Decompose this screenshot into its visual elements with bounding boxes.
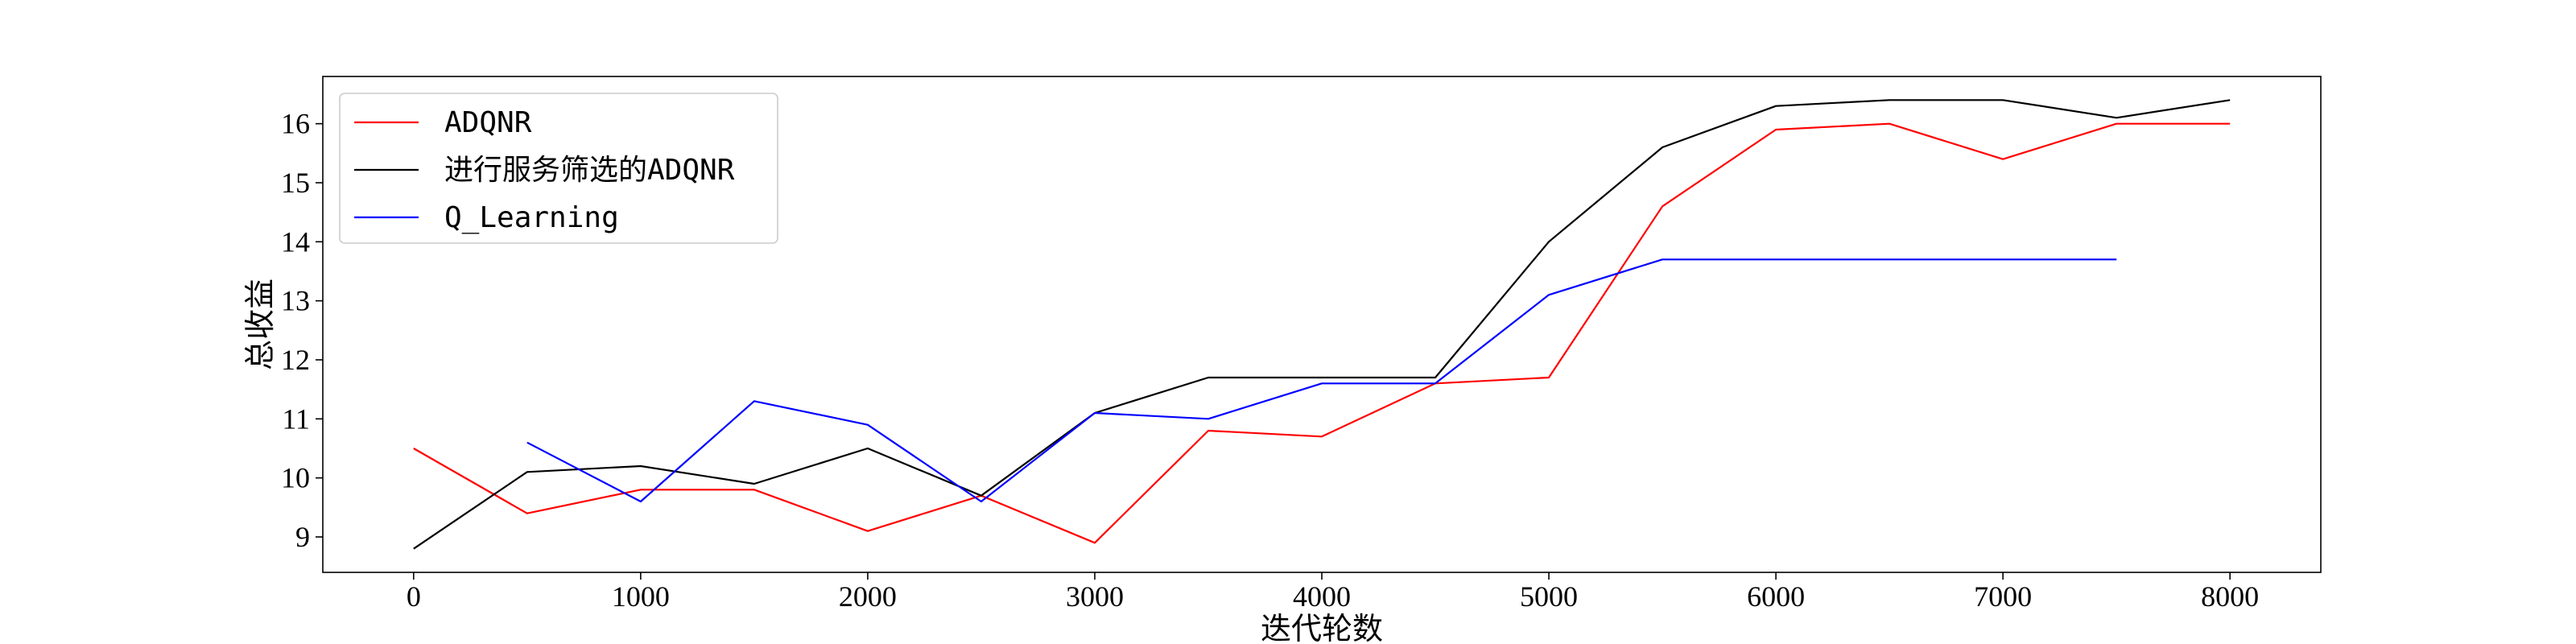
series-layer — [413, 99, 2231, 550]
y-axis-title: 总收益 — [242, 279, 278, 370]
ticks-layer: 0 1000 2000 3000 4000 5000 6000 7000 8000 9 10 11 12… — [281, 108, 2259, 613]
legend-items: ADQNR 进行服务筛选的ADQNR Q_Learning — [354, 106, 735, 234]
x-tick-label: 2000 — [839, 580, 897, 613]
y-tick-label: 12 — [281, 344, 310, 376]
x-tick-label: 8000 — [2201, 580, 2259, 613]
legend-label-2: 进行服务筛选的ADQNR — [444, 154, 735, 187]
x-tick-label: 3000 — [1066, 580, 1124, 613]
legend-box — [339, 93, 778, 244]
x-tick-label: 0 — [407, 580, 421, 613]
series-line-3 — [526, 258, 2117, 503]
y-tick-label: 15 — [281, 167, 310, 199]
x-tick-label: 4000 — [1293, 580, 1351, 613]
x-tick-label: 5000 — [1520, 580, 1578, 613]
y-tick-label: 11 — [282, 402, 310, 435]
series-line-2 — [413, 99, 2231, 550]
y-tick-label: 9 — [295, 521, 310, 553]
legend-label-3: Q_Learning — [444, 201, 619, 234]
series-line-1 — [413, 122, 2231, 544]
x-axis-title: 迭代轮数 — [1261, 611, 1383, 644]
y-tick-label: 10 — [281, 462, 310, 494]
x-tick-label: 7000 — [1974, 580, 2032, 613]
y-tick-label: 13 — [281, 285, 310, 317]
y-tick-label: 16 — [281, 108, 310, 140]
legend-label-1: ADQNR — [444, 106, 532, 139]
x-tick-label: 6000 — [1747, 580, 1805, 613]
y-tick-label: 14 — [281, 225, 310, 258]
x-tick-label: 1000 — [612, 580, 670, 613]
legend: ADQNR 进行服务筛选的ADQNR Q_Learning — [339, 93, 778, 244]
